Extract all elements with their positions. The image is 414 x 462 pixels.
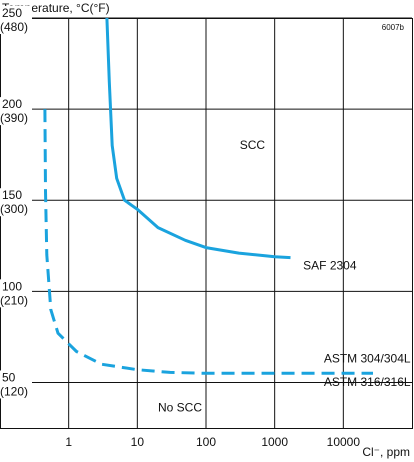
y-tick-bg <box>0 97 32 126</box>
annotation-no-scc: No SCC <box>158 401 202 415</box>
y-tick-sublabel-100: (210) <box>0 293 28 307</box>
x-tick-labels: 1 10 100 1000 10000 <box>65 435 360 449</box>
x-tick-label-100: 100 <box>196 435 216 449</box>
y-tick-sublabel-250: (480) <box>0 20 28 34</box>
annotation-astm-316-316l: ASTM 316/316L <box>324 375 411 389</box>
grid <box>0 17 413 429</box>
figure-code: 6007b <box>382 23 405 32</box>
y-tick-bg <box>0 279 32 308</box>
y-tick-bg <box>0 370 32 399</box>
series-line-saf-2304 <box>105 17 291 260</box>
y-tick-label-100: 100 <box>2 279 22 293</box>
y-tick-label-150: 150 <box>2 188 22 202</box>
y-tick-label-50: 50 <box>2 370 16 384</box>
annotation-astm-304-304l: ASTM 304/304L <box>324 351 411 365</box>
y-tick-sublabel-50: (120) <box>0 384 28 398</box>
y-tick-sublabel-150: (300) <box>0 202 28 216</box>
series-lines <box>43 17 373 375</box>
annotation-saf-2304: SAF 2304 <box>303 258 357 272</box>
x-tick-label-1: 1 <box>65 435 72 449</box>
y-tick-bg <box>0 188 32 217</box>
annotation-scc: SCC <box>240 138 266 152</box>
y-tick-sublabel-200: (390) <box>0 111 28 125</box>
x-tick-label-10: 10 <box>131 435 145 449</box>
x-tick-label-1000: 1000 <box>261 435 288 449</box>
annotations: SCC SAF 2304 ASTM 304/304L ASTM 316/316L No … <box>158 138 411 414</box>
y-tick-labels: 250(480) 200(390) 150(300) 100(210) 50(120) <box>0 6 32 399</box>
y-tick-label-250: 250 <box>2 6 22 20</box>
x-axis-label: Cl⁻, ppm <box>362 445 410 459</box>
y-tick-bg <box>0 6 32 34</box>
series-line-astm-304-304l-astm-316-316l <box>43 109 373 375</box>
y-tick-label-200: 200 <box>2 97 22 111</box>
x-tick-label-10000: 10000 <box>327 435 361 449</box>
